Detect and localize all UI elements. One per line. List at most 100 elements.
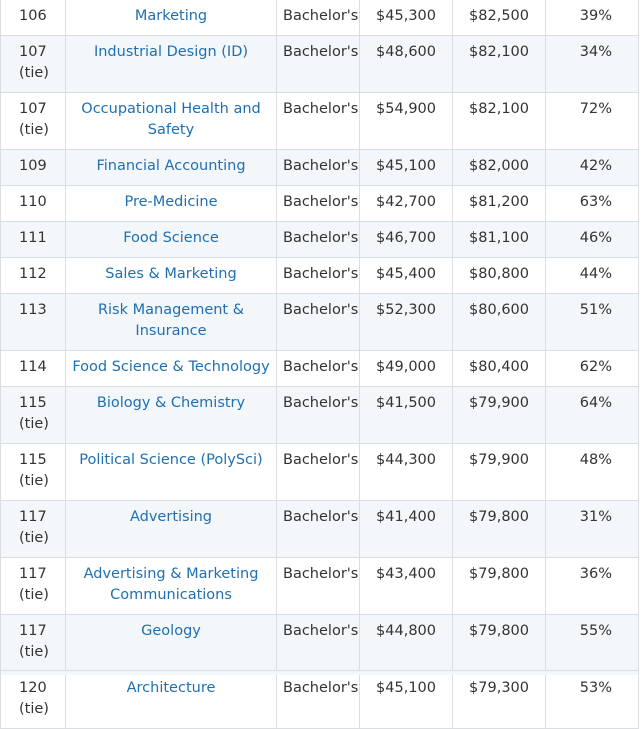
major-link[interactable]: Architecture <box>126 680 216 696</box>
major-link[interactable]: Political Science (PolySci) <box>79 452 263 468</box>
high-meaning-cell: 42% <box>545 149 639 186</box>
degree-cell: Bachelor's <box>276 92 360 150</box>
tie-label: (tie) <box>19 530 49 546</box>
rank-value: 115 <box>19 452 47 468</box>
early-career-pay-cell: $45,100 <box>359 149 453 186</box>
degree-cell: Bachelor's <box>276 386 360 444</box>
degree-cell: Bachelor's <box>276 350 360 387</box>
mid-career-pay-cell: $82,100 <box>452 92 546 150</box>
degree-cell: Bachelor's <box>276 0 360 36</box>
major-link[interactable]: Sales & Marketing <box>105 266 237 282</box>
rank-value: 106 <box>19 8 47 24</box>
early-career-pay-cell: $48,600 <box>359 35 453 93</box>
major-link[interactable]: Food Science <box>123 230 219 246</box>
table-row: 109 Financial Accounting Bachelor's $45,100… <box>0 149 639 186</box>
major-link[interactable]: Occupational Health and Safety <box>81 101 261 138</box>
major-link[interactable]: Food Science & Technology <box>72 359 270 375</box>
major-link[interactable]: Pre-Medicine <box>124 194 218 210</box>
major-link[interactable]: Geology <box>141 623 201 639</box>
table-row: 110 Pre-Medicine Bachelor's $42,700 $81,200 6… <box>0 185 639 222</box>
major-cell: Political Science (PolySci) <box>65 443 277 501</box>
tie-label: (tie) <box>19 122 49 138</box>
major-link[interactable]: Advertising & Marketing Communications <box>83 566 259 603</box>
mid-career-pay-cell: $81,200 <box>452 185 546 222</box>
tie-label: (tie) <box>19 701 49 717</box>
table-row: 106 Marketing Bachelor's $45,300 $82,500 39% <box>0 0 639 36</box>
table-row: 117 (tie) Advertising & Marketing Communic… <box>0 557 639 615</box>
major-cell: Occupational Health and Safety <box>65 92 277 150</box>
early-career-pay-cell: $49,000 <box>359 350 453 387</box>
rank-value: 117 <box>19 509 47 525</box>
mid-career-pay-cell: $79,800 <box>452 500 546 558</box>
mid-career-pay-cell: $79,900 <box>452 386 546 444</box>
degree-cell: Bachelor's <box>276 500 360 558</box>
high-meaning-cell: 63% <box>545 185 639 222</box>
tie-label: (tie) <box>19 587 49 603</box>
major-link[interactable]: Industrial Design (ID) <box>93 44 249 60</box>
rank-cell: 111 <box>0 221 66 258</box>
table-row: 114 Food Science & Technology Bachelor's $4… <box>0 350 639 387</box>
early-career-pay-cell: $43,400 <box>359 557 453 615</box>
major-link[interactable]: Financial Accounting <box>96 158 246 174</box>
high-meaning-cell: 46% <box>545 221 639 258</box>
high-meaning-cell: 53% <box>545 671 639 729</box>
high-meaning-cell: 55% <box>545 614 639 672</box>
early-career-pay-cell: $52,300 <box>359 293 453 351</box>
high-meaning-cell: 48% <box>545 443 639 501</box>
tie-label: (tie) <box>19 644 49 660</box>
major-link[interactable]: Risk Management & Insurance <box>97 302 245 339</box>
tie-label: (tie) <box>19 416 49 432</box>
rank-value: 120 <box>19 680 47 696</box>
rank-value: 111 <box>19 230 47 246</box>
table-row: 117 (tie) Advertising Bachelor's $41,400 $79,… <box>0 500 639 558</box>
early-career-pay-cell: $41,500 <box>359 386 453 444</box>
major-cell: Pre-Medicine <box>65 185 277 222</box>
degree-cell: Bachelor's <box>276 149 360 186</box>
major-cell: Risk Management & Insurance <box>65 293 277 351</box>
major-link[interactable]: Marketing <box>134 8 208 24</box>
mid-career-pay-cell: $82,000 <box>452 149 546 186</box>
degree-cell: Bachelor's <box>276 293 360 351</box>
major-cell: Sales & Marketing <box>65 257 277 294</box>
rank-value: 117 <box>19 566 47 582</box>
mid-career-pay-cell: $82,500 <box>452 0 546 36</box>
rank-cell: 110 <box>0 185 66 222</box>
early-career-pay-cell: $46,700 <box>359 221 453 258</box>
degree-cell: Bachelor's <box>276 614 360 672</box>
rank-cell: 113 <box>0 293 66 351</box>
mid-career-pay-cell: $79,900 <box>452 443 546 501</box>
rank-value: 114 <box>19 359 47 375</box>
rank-cell: 114 <box>0 350 66 387</box>
rank-cell: 120 (tie) <box>0 671 66 729</box>
table-row: 120 (tie) Architecture Bachelor's $45,100 $79… <box>0 671 639 729</box>
major-link[interactable]: Advertising <box>129 509 213 525</box>
rank-cell: 115 (tie) <box>0 386 66 444</box>
early-career-pay-cell: $54,900 <box>359 92 453 150</box>
rank-value: 107 <box>19 44 47 60</box>
table-row: 113 Risk Management & Insurance Bachelor's… <box>0 293 639 351</box>
major-cell: Marketing <box>65 0 277 36</box>
mid-career-pay-cell: $79,800 <box>452 614 546 672</box>
major-cell: Geology <box>65 614 277 672</box>
high-meaning-cell: 64% <box>545 386 639 444</box>
high-meaning-cell: 39% <box>545 0 639 36</box>
early-career-pay-cell: $42,700 <box>359 185 453 222</box>
major-cell: Advertising & Marketing Communications <box>65 557 277 615</box>
degree-cell: Bachelor's <box>276 221 360 258</box>
rank-cell: 106 <box>0 0 66 36</box>
high-meaning-cell: 62% <box>545 350 639 387</box>
high-meaning-cell: 44% <box>545 257 639 294</box>
rank-cell: 107 (tie) <box>0 92 66 150</box>
high-meaning-cell: 31% <box>545 500 639 558</box>
high-meaning-cell: 51% <box>545 293 639 351</box>
mid-career-pay-cell: $80,800 <box>452 257 546 294</box>
rank-value: 113 <box>19 302 47 318</box>
table-row: 107 (tie) Industrial Design (ID) Bachelor's… <box>0 35 639 93</box>
rank-value: 110 <box>19 194 47 210</box>
tie-label: (tie) <box>19 473 49 489</box>
tie-label: (tie) <box>19 65 49 81</box>
high-meaning-cell: 72% <box>545 92 639 150</box>
major-link[interactable]: Biology & Chemistry <box>96 395 246 411</box>
rank-cell: 107 (tie) <box>0 35 66 93</box>
